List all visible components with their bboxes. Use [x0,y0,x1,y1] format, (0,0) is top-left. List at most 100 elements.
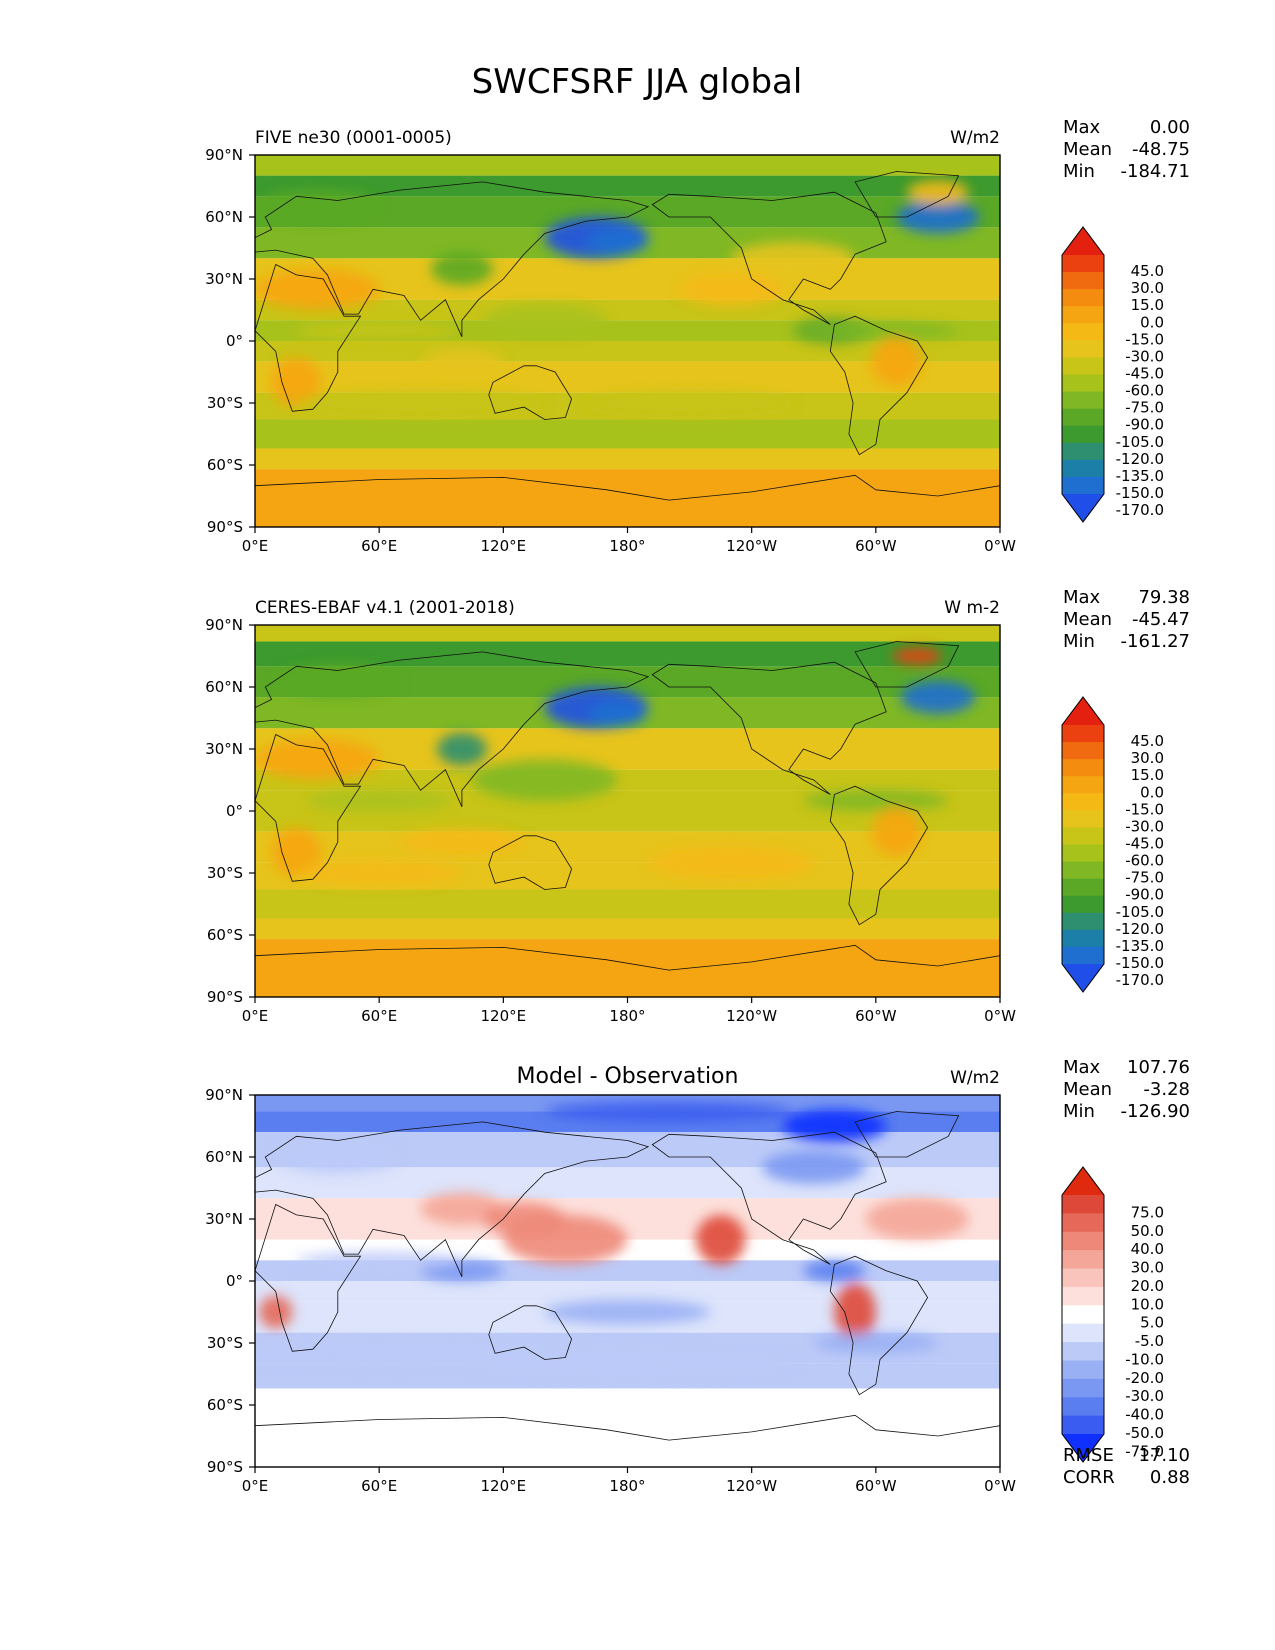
field-band [255,769,1000,791]
colorbar-segment [1062,776,1104,794]
colorbar-label: -45.0 [1125,365,1164,383]
coastline [255,1414,1000,1467]
colorbar-segment [1062,1415,1104,1435]
colorbar-segment [1062,391,1104,410]
colorbar-label: -105.0 [1116,903,1164,921]
footer-label: RMSE [1063,1445,1114,1466]
colorbar-label: -90.0 [1125,886,1164,904]
colorbar-segment [1062,306,1104,324]
colorbar-label: -10.0 [1125,1350,1164,1368]
lon-tick-label: 180° [609,537,645,555]
colorbar-label: -170.0 [1116,971,1164,989]
footer-value: 17.10 [1138,1445,1190,1466]
coastline [255,263,362,412]
field-anomaly [296,860,462,886]
colorbar-label: -20.0 [1125,1369,1164,1387]
colorbar-label: -45.0 [1125,835,1164,853]
lon-tick-label: 0°W [984,1477,1016,1495]
lat-tick-label: 90°S [207,518,243,536]
field-band [255,175,1000,197]
field-band [255,469,1000,527]
field-band [255,299,1000,321]
colorbar-label: 30.0 [1131,1259,1164,1277]
colorbar: 45.030.015.00.0-15.0-30.0-45.0-60.0-75.0… [1061,696,1164,993]
panel-units: W/m2 [950,128,1000,148]
coastline [854,171,960,218]
footer-label: CORR [1063,1467,1115,1488]
lon-tick-label: 60°E [361,537,397,555]
field-band [255,918,1000,940]
colorbar-label: -60.0 [1125,382,1164,400]
colorbar-label: 0.0 [1140,313,1164,331]
lon-tick-label: 120°E [481,1007,527,1025]
colorbar-label: -30.0 [1125,817,1164,835]
colorbar-segment [1062,1397,1104,1417]
lat-tick-label: 30°N [205,270,243,288]
colorbar-label: 40.0 [1131,1240,1164,1258]
field-anomaly [896,200,980,234]
colorbar-label: 30.0 [1131,279,1164,297]
stat-value: 107.76 [1127,1057,1190,1078]
colorbar-label: 10.0 [1131,1295,1164,1313]
lon-tick-label: 120°W [726,537,777,555]
lon-tick-label: 120°W [726,1007,777,1025]
colorbar-label: 15.0 [1131,766,1164,784]
coastline [488,1305,573,1360]
colorbar-label: 15.0 [1131,296,1164,314]
colorbar-segment [1062,912,1104,931]
coastline [651,661,887,795]
field-anomaly [544,1299,711,1325]
field-anomaly [271,827,322,878]
coastline [488,835,573,890]
colorbar-segment [1062,759,1104,777]
stat-value: -3.28 [1143,1079,1190,1100]
panel-units: W m-2 [944,598,1000,618]
colorbar-extend-max [1062,1167,1104,1195]
field-band [255,448,1000,470]
field-band [255,1167,1000,1199]
colorbar-label: -120.0 [1116,920,1164,938]
stat-label: Mean [1063,1079,1112,1100]
colorbar-segment [1062,272,1104,290]
stat-label: Max [1063,587,1101,608]
field-band [255,1388,1000,1467]
field-band [255,811,1000,832]
field-anomaly [730,241,856,275]
colorbar-segment [1062,476,1104,495]
colorbar: 45.030.015.00.0-15.0-30.0-45.0-60.0-75.0… [1061,226,1164,523]
colorbar-segment [1062,1305,1104,1325]
lon-tick-label: 120°W [726,1477,777,1495]
lat-tick-label: 60°N [205,678,243,696]
coastline [255,944,1000,997]
colorbar-outline [1061,226,1105,523]
lat-tick-label: 30°N [205,1210,243,1228]
field-anomaly [296,390,545,416]
field-anomaly [586,229,649,255]
coastline [255,181,650,338]
colorbar-segment [1062,340,1104,358]
lon-tick-label: 60°E [361,1007,397,1025]
field-band [255,939,1000,997]
stat-value: 0.00 [1150,117,1190,138]
colorbar-segment [1062,929,1104,948]
lat-tick-label: 90°N [205,616,243,634]
lon-tick-label: 0°W [984,1007,1016,1025]
panel-units: W/m2 [950,1068,1000,1088]
stat-label: Min [1063,631,1095,652]
field-anomaly [695,1214,746,1265]
stat-label: Mean [1063,609,1112,630]
colorbar-segment [1062,442,1104,461]
stat-label: Max [1063,117,1101,138]
field-anomaly [906,179,969,205]
lon-tick-label: 0°E [242,537,269,555]
colorbar-label: -50.0 [1125,1424,1164,1442]
field-anomaly [420,349,504,375]
field-anomaly [437,732,487,766]
colorbar-segment [1062,1360,1104,1380]
colorbar-outline [1061,1166,1105,1463]
colorbar-segment [1062,255,1104,273]
colorbar-label: -90.0 [1125,416,1164,434]
coastline [255,733,362,882]
lat-tick-label: 60°S [207,456,243,474]
field-anomaly [871,336,922,387]
